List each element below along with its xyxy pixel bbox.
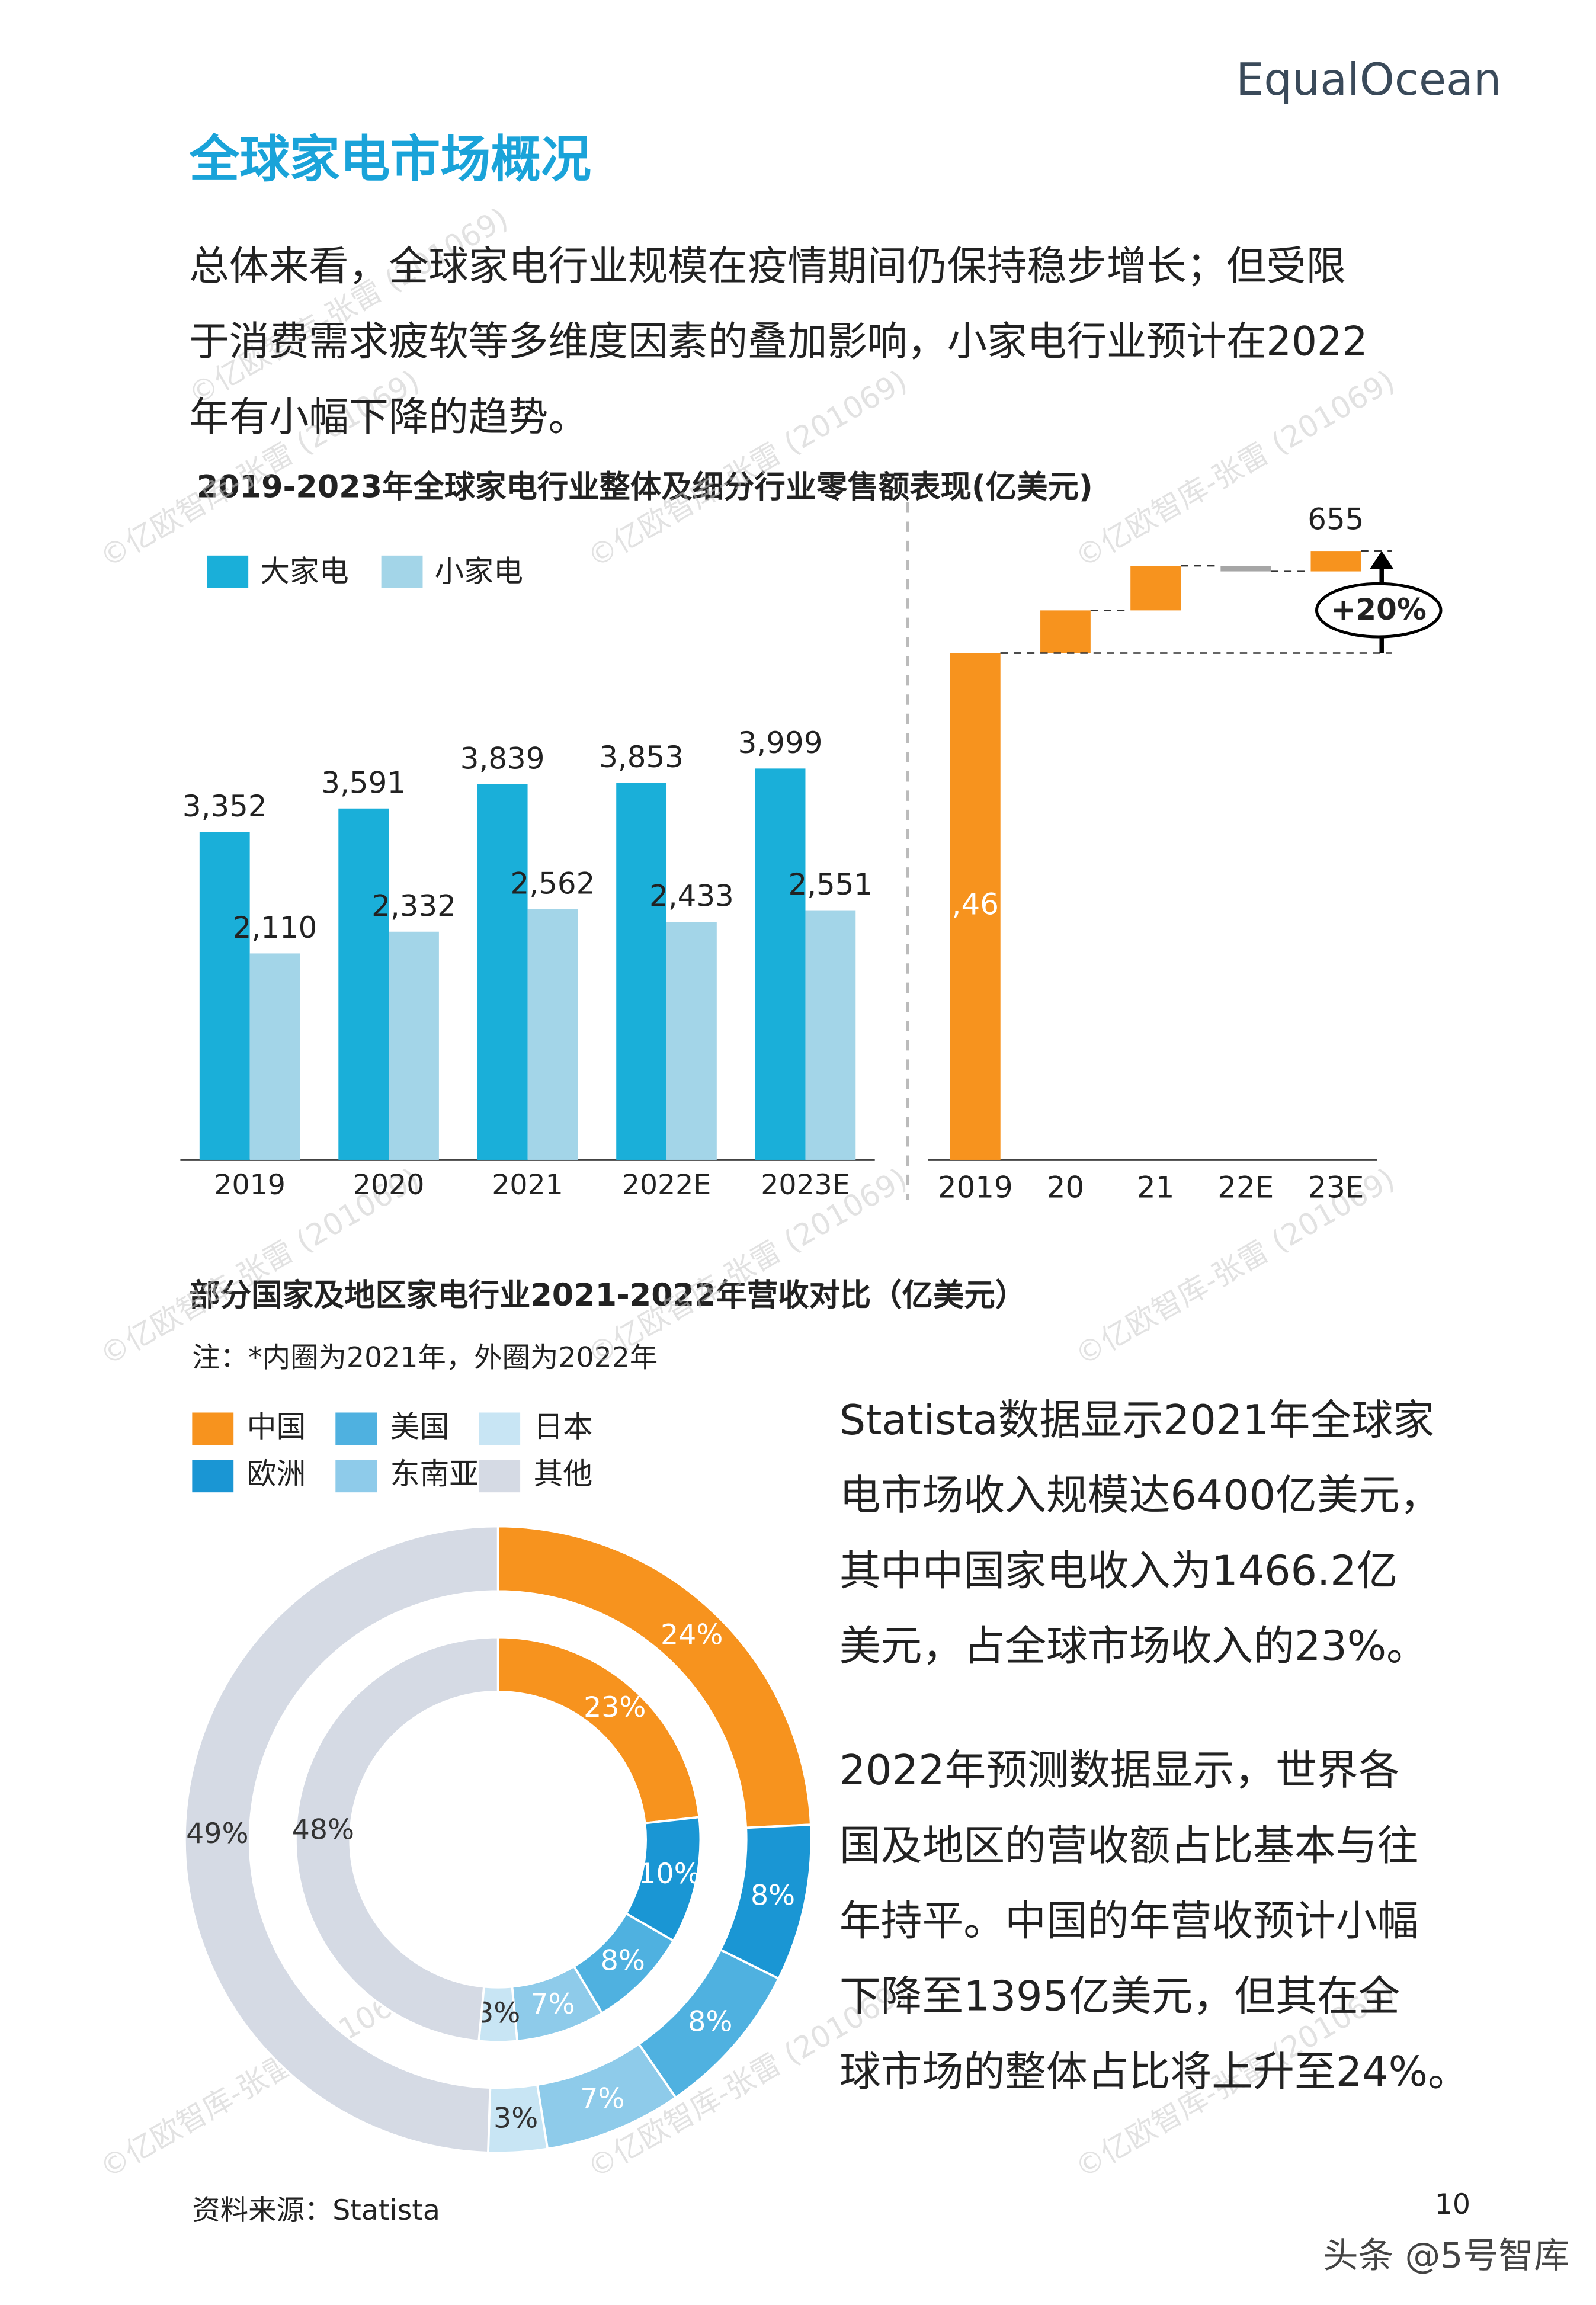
donut-slice [294,1636,499,2043]
value-label: 5,460 [933,887,1018,922]
logo: EqualOcean [1236,54,1501,105]
legend-label: 中国 [247,1409,306,1444]
legend-label: 日本 [534,1409,593,1444]
x-tick-label: 2019 [938,1170,1013,1204]
bar [338,808,389,1160]
chart-note: 注：*内圈为2021年，外圈为2022年 [192,1342,658,1374]
body-line: Statista数据显示2021年全球家 [839,1396,1434,1444]
value-label: 24% [661,1618,723,1651]
callout [1315,582,1443,639]
value-label: 2,332 [371,889,456,923]
x-tick-label: 2021 [492,1169,563,1201]
value-label: 2,433 [649,879,734,913]
value-label: 7% [580,2082,624,2115]
value-label: 2,110 [233,911,318,945]
legend-swatch [335,1412,377,1445]
donut-slice [496,1636,701,1825]
waterfall-bar [1130,566,1181,611]
x-tick-label: 21 [1137,1170,1174,1204]
legend-label: 小家电 [434,554,523,588]
value-label: 8% [751,1879,795,1912]
waterfall-bar [1310,551,1361,572]
value-label: 23% [584,1691,646,1724]
value-label: 10% [638,1858,700,1890]
legend-label: 大家电 [260,554,349,588]
intro-line: 年有小幅下降的趋势。 [189,393,588,440]
annotation: +20% [1331,592,1427,627]
source: 资料来源：Statista [192,2194,440,2227]
bar [527,909,578,1160]
value-label: 3,352 [182,789,267,823]
bar [199,832,250,1160]
body-line: 年持平。中国的年营收预计小幅 [839,1897,1419,1945]
intro-line: 于消费需求疲软等多维度因素的叠加影响，小家电行业预计在2022 [189,318,1367,365]
chart-title: 2019-2023年全球家电行业整体及细分行业零售额表现(亿美元) [197,469,1093,505]
x-tick-label: 2020 [353,1169,425,1201]
x-tick-label: 2023E [761,1169,850,1201]
value-label: 2,551 [788,867,873,902]
bar [805,910,856,1160]
body-line: 其中中国家电收入为1466.2亿 [839,1547,1398,1595]
bar [616,783,667,1160]
body-line: 球市场的整体占比将上升至24%。 [839,2048,1469,2096]
donut-slice [184,1525,499,2154]
legend-swatch [381,555,423,588]
value-label: 3,839 [460,741,545,775]
waterfall-bar [950,653,1001,1160]
value-label: 3,999 [738,726,823,760]
arrow-head [1370,551,1394,569]
legend-label: 其他 [534,1457,593,1491]
waterfall-bar [1220,566,1271,572]
value-label: 8% [601,1945,645,1977]
intro-line: 总体来看，全球家电行业规模在疫情期间仍保持稳步增长；但受限 [189,242,1346,289]
legend-label: 东南亚 [390,1457,479,1491]
body-line: 美元，占全球市场收入的23%。 [839,1623,1428,1671]
value-label: 3% [493,2102,538,2134]
legend-label: 美国 [390,1409,450,1444]
x-tick-label: 2019 [214,1169,286,1201]
value-label: 8% [688,2006,732,2038]
legend-swatch [479,1460,521,1493]
waterfall-bar [1040,610,1091,653]
page-title: 全球家电市场概况 [188,130,591,188]
legend-label: 欧洲 [247,1457,306,1491]
legend-swatch [192,1460,234,1493]
x-tick-label: 2022E [622,1169,712,1201]
x-tick-label: 23E [1307,1170,1364,1204]
bar [666,922,717,1160]
annotation: 655 [1307,502,1364,537]
bar [249,953,300,1160]
value-label: 3,591 [321,765,406,800]
bar [477,784,528,1160]
legend-swatch [335,1460,377,1493]
x-tick-label: 20 [1047,1170,1084,1204]
body-line: 电市场收入规模达6400亿美元， [839,1472,1441,1519]
body-line: 2022年预测数据显示，世界各 [839,1746,1400,1794]
value-label: 49% [186,1817,248,1850]
chart-title: 部分国家及地区家电行业2021-2022年营收对比（亿美元） [189,1277,1026,1313]
page-number: 10 [1435,2188,1470,2221]
legend-swatch [479,1412,521,1445]
value-label: 2,562 [511,866,595,900]
donut-slice [496,1525,812,1829]
body-line: 下降至1395亿美元，但其在全 [839,1973,1400,2021]
legend-swatch [192,1412,234,1445]
value-label: 48% [292,1813,354,1846]
bar [389,931,439,1160]
body-line: 国及地区的营收额占比基本与往 [839,1822,1419,1870]
value-label: 7% [530,1988,575,2021]
x-tick-label: 22E [1217,1170,1274,1204]
value-label: 3,853 [599,740,684,774]
signature: 头条 @5号智库 [1323,2235,1569,2277]
bar [755,768,806,1160]
legend-swatch [207,555,249,588]
